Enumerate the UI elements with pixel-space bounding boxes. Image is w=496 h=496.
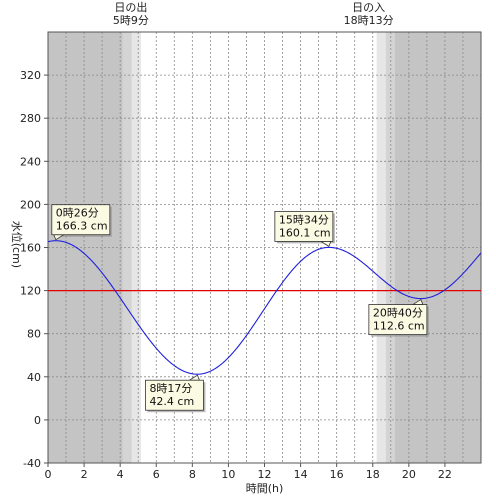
y-tick-label: 0 [34,414,41,427]
sunrise-time: 5時9分 [113,14,149,27]
y-tick-label: 280 [20,112,41,125]
annotation-box [274,210,334,242]
annotation-time: 20時40分 [373,307,423,320]
x-axis-ticks: 0 2 4 6 8 10 12 14 16 18 20 22 [45,463,452,481]
y-tick-label: 240 [20,155,41,168]
annotation-time: 15時34分 [279,213,329,226]
y-axis-label: 水位(cm) [10,221,24,268]
x-tick-label: 12 [258,468,272,481]
y-tick-label: 160 [20,242,41,255]
annotation-time: 8時17分 [149,382,192,395]
sunrise-title: 日の出 [114,0,147,14]
annotation-time: 0時26分 [56,207,99,220]
x-tick-label: 14 [294,468,308,481]
x-tick-label: 20 [402,468,416,481]
x-tick-label: 6 [153,468,160,481]
annotation-value: 166.3 cm [56,220,108,233]
shading-band-twilight_dark [385,32,395,463]
x-tick-label: 16 [330,468,344,481]
x-tick-label: 18 [366,468,380,481]
annotation-value: 112.6 cm [373,320,425,333]
shading-band-twilight_dark [122,32,132,463]
y-tick-label: 200 [20,198,41,211]
y-tick-label: 40 [27,371,41,384]
sunset-title: 日の入 [352,1,385,14]
x-tick-label: 8 [189,468,196,481]
y-tick-label: 80 [27,328,41,341]
tide-level-line [47,240,482,375]
x-tick-label: 0 [45,468,52,481]
x-tick-label: 22 [438,468,452,481]
y-axis-ticks: -40 0 40 80 120 160 200 240 280 320 [20,69,48,470]
annotation-box [51,204,111,236]
annotation-box [368,304,428,335]
annotation-box [145,379,204,411]
annotation-value: 160.1 cm [279,226,331,239]
y-tick-label: -40 [23,457,41,470]
sun-times: 日の出 5時9分 日の入 18時13分 [113,0,394,27]
x-tick-label: 2 [81,468,88,481]
x-tick-label: 10 [221,468,235,481]
x-axis-label: 時間(h) [246,482,284,495]
y-tick-label: 320 [20,69,41,82]
annotation-value: 42.4 cm [149,395,194,408]
x-tick-label: 4 [117,468,124,481]
sunset-time: 18時13分 [344,14,394,27]
y-tick-label: 120 [20,285,41,298]
